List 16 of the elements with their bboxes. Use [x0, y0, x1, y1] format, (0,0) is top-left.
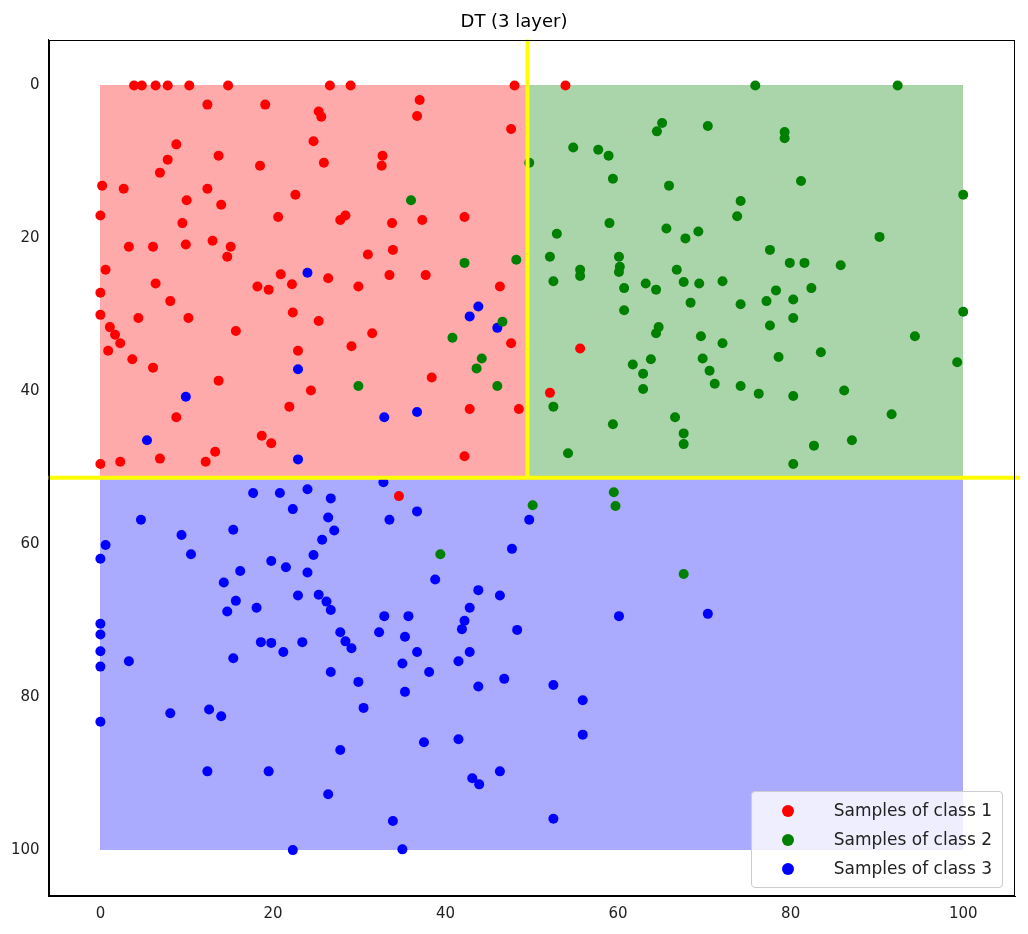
- chart-title: DT (3 layer): [460, 10, 568, 32]
- y-tick-label: 40: [20, 381, 40, 400]
- legend-label: Samples of class 2: [833, 828, 992, 851]
- legend-label: Samples of class 1: [833, 799, 992, 822]
- y-tick-label: 20: [20, 228, 40, 247]
- x-tick-label: 40: [435, 903, 456, 922]
- y-tick-label: 100: [10, 840, 40, 859]
- x-tick-label: 100: [948, 903, 978, 922]
- x-tick-label: 0: [95, 903, 106, 922]
- x-tick-label: 80: [781, 903, 801, 922]
- y-tick-label: 80: [20, 687, 40, 706]
- y-tick-label: 0: [30, 75, 40, 94]
- x-tick-label: 60: [608, 903, 628, 922]
- legend-label: Samples of class 3: [833, 857, 992, 880]
- x-tick-label: 20: [263, 903, 283, 922]
- y-tick-label: 60: [20, 534, 40, 553]
